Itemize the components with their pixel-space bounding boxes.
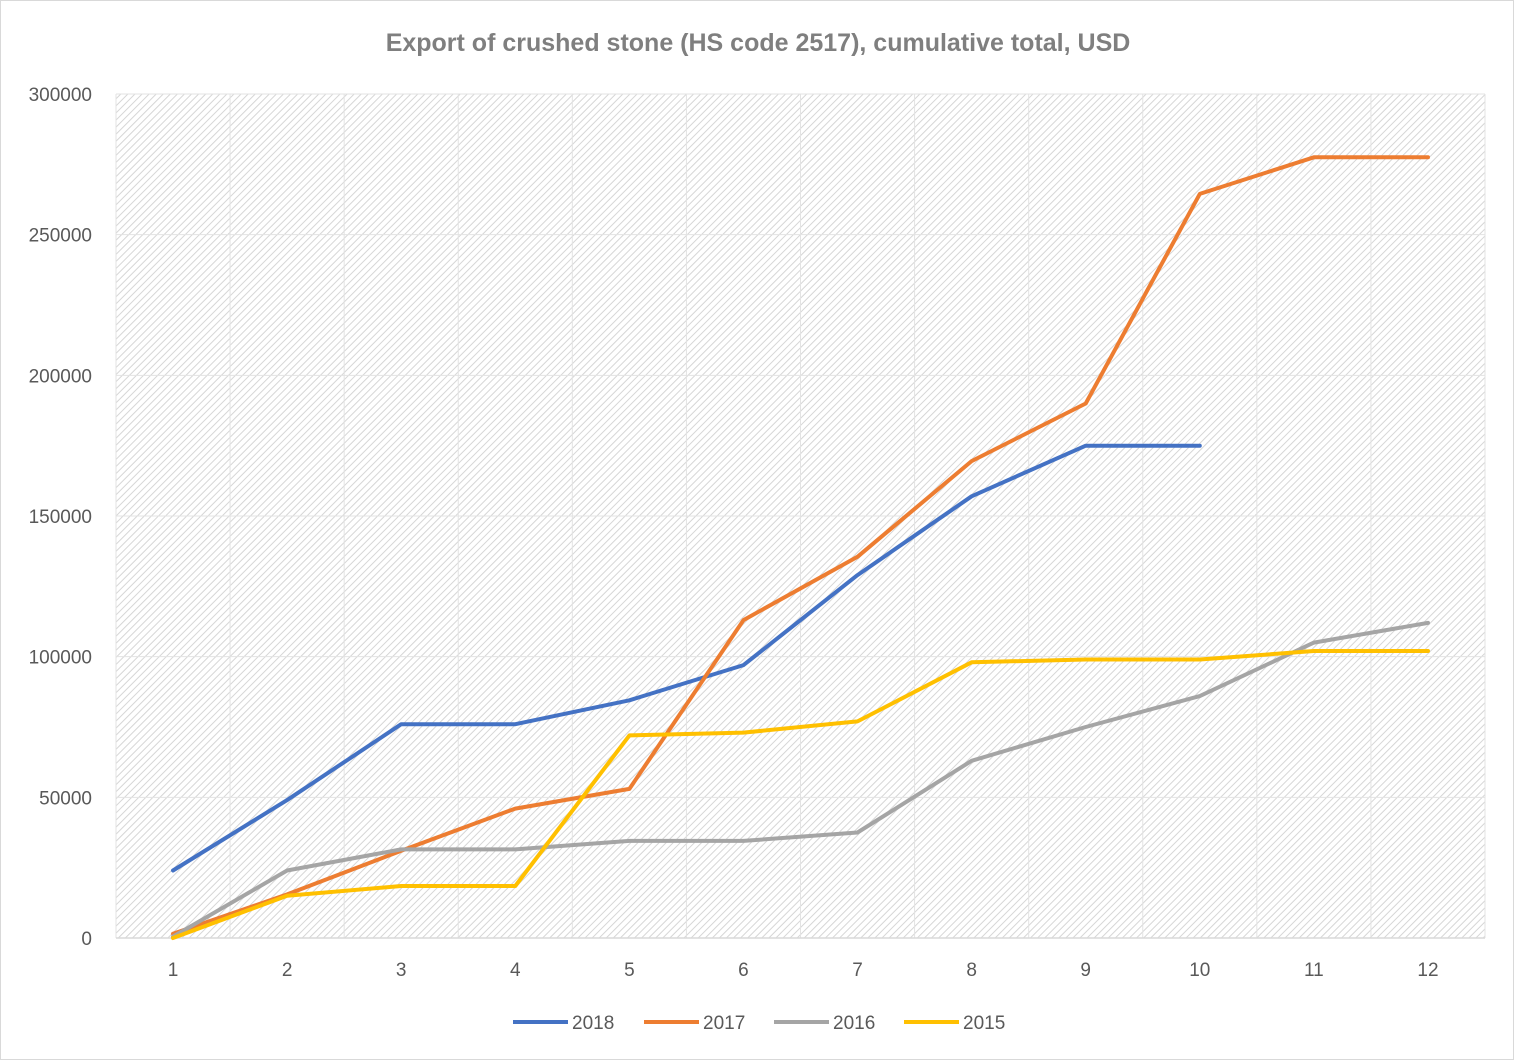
x-tick-label: 2	[282, 960, 293, 981]
y-tick-label: 300000	[29, 85, 92, 106]
series-line-2015	[171, 649, 1430, 940]
x-tick-label: 5	[624, 960, 635, 981]
legend-label-2016: 2016	[833, 1013, 875, 1034]
x-tick-label: 9	[1080, 960, 1091, 981]
x-tick-label: 8	[966, 960, 977, 981]
legend: 2018 2017 2016 2015	[513, 1013, 1005, 1034]
y-tick-label: 0	[81, 929, 92, 950]
y-tick-label: 250000	[29, 226, 92, 247]
y-tick-label: 100000	[29, 648, 92, 669]
x-tick-label: 6	[738, 960, 749, 981]
x-tick-label: 10	[1189, 960, 1210, 981]
y-tick-label: 150000	[29, 507, 92, 528]
series-line-2017	[171, 155, 1430, 936]
x-tick-label: 11	[1304, 960, 1324, 981]
series-line-2016	[171, 620, 1430, 939]
chart-title: Export of crushed stone (HS code 2517), …	[386, 29, 1131, 57]
legend-label-2015: 2015	[963, 1013, 1005, 1034]
y-tick-label: 200000	[29, 366, 92, 387]
legend-label-2018: 2018	[572, 1013, 614, 1034]
x-tick-label: 1	[168, 960, 179, 981]
x-tick-label: 3	[396, 960, 407, 981]
x-tick-label: 7	[852, 960, 863, 981]
y-tick-label: 50000	[39, 788, 92, 809]
x-tick-label: 4	[510, 960, 521, 981]
x-tick-label: 12	[1417, 960, 1438, 981]
series-lines	[171, 155, 1430, 940]
legend-label-2017: 2017	[703, 1013, 745, 1034]
series-line-2018	[171, 443, 1202, 873]
